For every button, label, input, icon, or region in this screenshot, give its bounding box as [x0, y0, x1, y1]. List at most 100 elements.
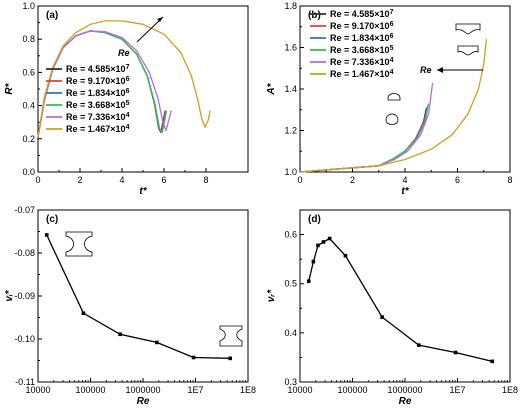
shape-inset-icon	[457, 45, 479, 56]
data-point	[316, 243, 320, 248]
data-point	[321, 240, 326, 244]
legend-label-1: Re = 9.170×106	[66, 76, 130, 86]
data-point	[311, 259, 316, 264]
y-tick-label: 0.6	[22, 67, 35, 77]
legend-label-4: Re = 7.336×104	[330, 57, 394, 67]
x-tick-label: 0	[35, 175, 40, 185]
shape-inset-icon	[385, 113, 399, 125]
data-point	[380, 315, 384, 319]
legend-label-5: Re = 1.467×104	[66, 124, 130, 134]
y-axis-title: R*	[4, 82, 15, 94]
plot-frame	[299, 209, 511, 383]
x-tick-label: 10000	[287, 385, 312, 395]
panel-c: 10000 100000 1000000 1E7 1E8 -0.11 -0.10 -0.09 -…	[4, 205, 256, 407]
x-tick-label: 8	[507, 175, 512, 185]
panel-d: 10000 100000 1000000 1E7 1E8 0.3 0.4 0.5 0.6 Re vᵣ…	[266, 209, 518, 407]
x-tick-label: 2	[77, 175, 82, 185]
x-tick-label: 1E8	[240, 385, 256, 395]
legend-label-5: Re = 1.467×104	[330, 69, 394, 79]
x-tick-label: 0	[297, 175, 302, 185]
x-tick-label: 6	[161, 175, 166, 185]
x-axis-title: Re	[399, 396, 412, 407]
data-point	[81, 311, 86, 315]
y-tick-label: -0.11	[15, 377, 35, 387]
panel-label: (d)	[308, 214, 321, 225]
series-line-1	[299, 107, 428, 173]
y-tick-label: 1.4	[284, 84, 297, 94]
x-tick-label: 1E8	[502, 385, 518, 395]
y-tick-label: 1.0	[284, 167, 297, 177]
data-point	[453, 350, 458, 355]
y-tick-label: 1.6	[284, 43, 297, 53]
shape-inset-icon	[455, 23, 481, 35]
legend-label-0: Re = 4.585×107	[66, 64, 130, 74]
x-tick-label: 4	[119, 175, 124, 185]
annotation-arrowhead	[437, 67, 443, 73]
y-tick-label: 1.8	[284, 1, 297, 11]
legend-label-2: Re = 1.834×106	[330, 33, 394, 43]
shape-inset-icon	[219, 325, 243, 347]
shape-inset-icon	[65, 231, 93, 257]
data-point	[191, 355, 196, 360]
legend-label-4: Re = 7.336×104	[66, 112, 130, 122]
series-line-3	[299, 103, 430, 173]
legend-label-3: Re = 3.668×105	[66, 100, 130, 110]
series-line-0	[299, 107, 428, 173]
panel-label: (a)	[46, 10, 58, 21]
data-point	[44, 233, 49, 237]
x-axis-title: Re	[137, 396, 150, 407]
y-axis-title: A*	[266, 82, 277, 95]
x-axis-title: t*	[401, 186, 409, 197]
x-tick-label: 6	[455, 175, 460, 185]
x-tick-label: 8	[203, 175, 208, 185]
y-tick-label: 0.5	[284, 279, 297, 289]
y-tick-label: 0.6	[284, 230, 297, 240]
x-tick-label: 1000000	[387, 385, 422, 395]
x-tick-label: 2	[350, 175, 355, 185]
annotation-arrowhead	[157, 17, 163, 22]
panel-label: (b)	[308, 10, 321, 21]
legend-label-2: Re = 1.834×106	[66, 88, 130, 98]
y-tick-label: -0.07	[14, 205, 35, 215]
x-tick-label: 1000000	[125, 385, 160, 395]
series-line-2	[299, 105, 429, 173]
data-point	[306, 279, 311, 284]
x-tick-label: 1E7	[187, 385, 203, 395]
x-tick-label: 1E7	[449, 385, 465, 395]
data-point	[343, 253, 348, 258]
y-tick-label: 1.0	[22, 1, 35, 11]
y-tick-label: -0.09	[14, 291, 35, 301]
y-tick-label: 0.3	[284, 377, 297, 387]
x-axis-title: t*	[139, 186, 147, 197]
data-point	[327, 236, 332, 241]
series-line-5	[299, 39, 488, 173]
annotation-arrow	[136, 16, 164, 43]
y-tick-label: 0.4	[22, 101, 35, 111]
y-tick-label: 0.0	[22, 167, 35, 177]
y-axis-title: vᵣ*	[266, 289, 277, 302]
y-tick-label: 0.4	[284, 328, 297, 338]
series-line-4	[299, 82, 434, 173]
x-tick-label: 4	[402, 175, 407, 185]
x-tick-label: 10000	[25, 385, 50, 395]
panel-a: 0 2 4 6 8 0.0 0.2 0.4 0.6 0.8 1.0 t* R* (a) Re = 4.585…	[4, 1, 249, 197]
y-axis-title: vᵢ*	[4, 289, 15, 301]
y-tick-label: 1.2	[284, 126, 297, 136]
legend-label-3: Re = 3.668×105	[330, 45, 394, 55]
data-point	[155, 340, 159, 345]
legend-label-1: Re = 9.170×106	[330, 21, 394, 31]
data-point	[417, 343, 421, 347]
series-line	[46, 234, 231, 359]
x-tick-label: 100000	[75, 385, 105, 395]
y-tick-label: 0.8	[22, 34, 35, 44]
series-line-5	[37, 20, 211, 138]
y-tick-label: -0.08	[14, 248, 35, 258]
panel-label: (c)	[46, 214, 58, 225]
panel-b: 0 2 4 6 8 1.0 1.2 1.4 1.6 1.8 t* A* (b) Re = 4.585×10…	[266, 1, 513, 197]
data-point	[490, 359, 495, 364]
data-point	[118, 332, 122, 337]
y-tick-label: 0.2	[22, 134, 35, 144]
y-tick-label: -0.10	[14, 334, 35, 344]
annotation-label: Re	[420, 65, 432, 75]
